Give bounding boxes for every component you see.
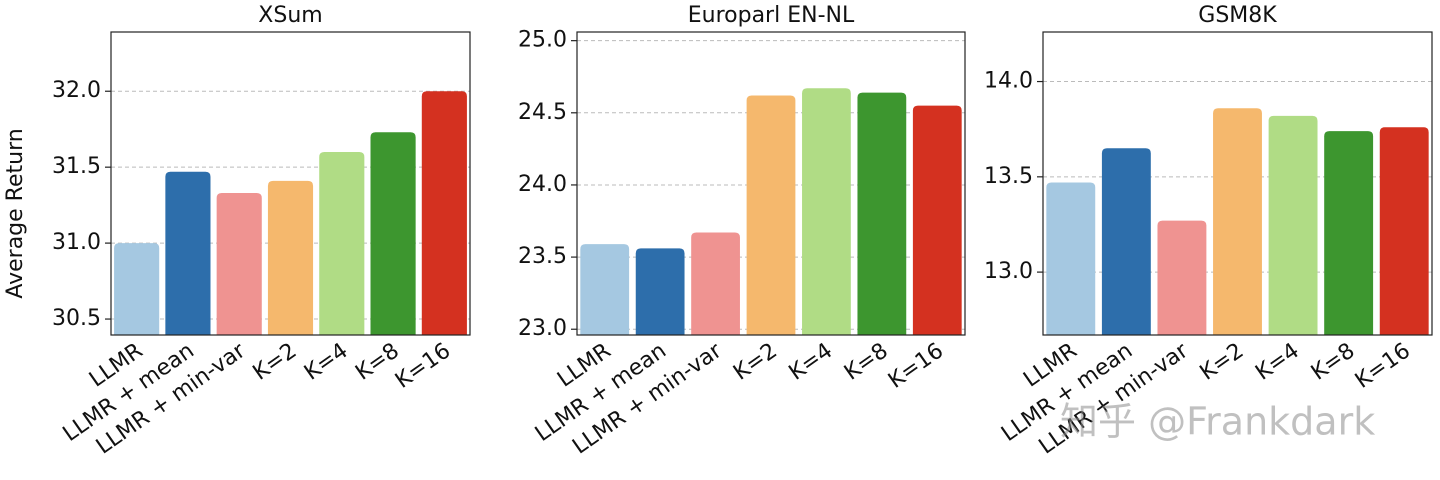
bar (802, 88, 851, 336)
bar (1101, 148, 1151, 335)
chart-title: XSum (258, 3, 322, 28)
bar (1213, 108, 1262, 336)
x-tick-label: K=2 (729, 338, 782, 385)
bar (1324, 131, 1374, 335)
y-axis-label: Average Return (3, 128, 28, 298)
axes-frame (1042, 31, 1433, 336)
bar (635, 248, 685, 335)
chart-title: GSM8K (1198, 3, 1277, 28)
bar (746, 95, 796, 335)
y-tick-label: 13.5 (984, 164, 1033, 189)
y-tick-label: 30.5 (52, 306, 101, 331)
x-tick-label: K=4 (1251, 338, 1304, 385)
bar (912, 105, 962, 335)
bar (691, 232, 740, 335)
bar (421, 91, 467, 335)
bar (857, 92, 907, 335)
bar (1157, 220, 1207, 335)
chart-title: Europarl EN-NL (688, 3, 855, 28)
bar (216, 192, 262, 335)
bar (267, 180, 314, 335)
axes-frame (110, 31, 471, 336)
bar (580, 244, 630, 335)
y-tick-label: 23.5 (518, 244, 567, 269)
x-tick-label: K=8 (1307, 338, 1360, 385)
x-tick-label: K=4 (300, 338, 353, 385)
x-tick-label: K=16 (884, 338, 948, 393)
watermark: 知乎 @Frankdark (1060, 400, 1375, 444)
bar (370, 132, 416, 335)
bar (1268, 115, 1318, 335)
bar (1379, 127, 1429, 335)
bar (114, 243, 160, 335)
x-tick-label: K=4 (785, 338, 838, 385)
y-tick-label: 24.0 (518, 172, 567, 197)
y-tick-label: 24.5 (518, 100, 567, 125)
axes-frame (576, 31, 966, 336)
x-tick-label: K=2 (1196, 338, 1249, 385)
bar (1046, 182, 1096, 335)
x-tick-label: K=16 (391, 338, 455, 393)
y-tick-label: 13.0 (984, 259, 1033, 284)
y-tick-label: 25.0 (518, 28, 567, 53)
bar (319, 151, 365, 335)
y-tick-label: 31.0 (52, 230, 101, 255)
y-tick-label: 32.0 (52, 78, 101, 103)
y-tick-label: 31.5 (52, 154, 101, 179)
bar (165, 171, 211, 335)
x-tick-label: K=16 (1351, 338, 1415, 393)
y-tick-label: 23.0 (518, 316, 567, 341)
x-tick-label: K=8 (840, 338, 893, 385)
y-tick-label: 14.0 (984, 69, 1033, 94)
x-tick-label: K=2 (249, 338, 302, 385)
